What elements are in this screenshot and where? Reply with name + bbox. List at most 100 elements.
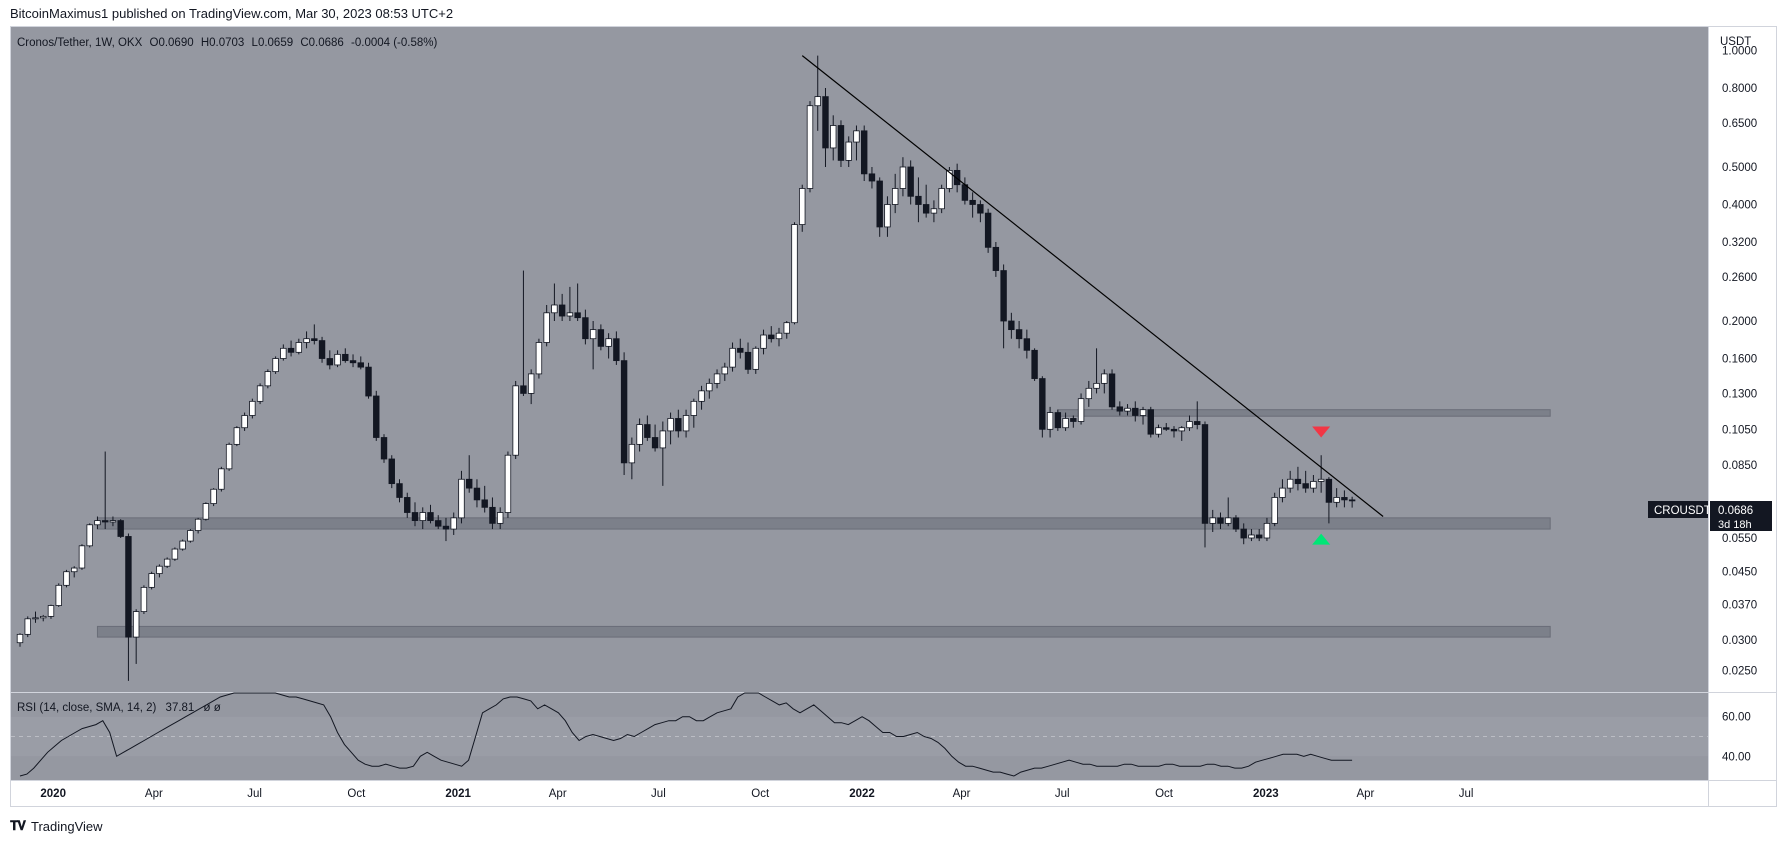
price-axis[interactable]: 1.0000 0.8000 0.6500 0.5000 0.4000 0.3200 0.26… <box>1722 45 1757 763</box>
rsi-tick-label: 60.00 <box>1722 712 1751 724</box>
candle <box>977 200 984 223</box>
rsi-tick-label: 40.00 <box>1722 751 1751 763</box>
candle-body <box>101 520 109 523</box>
candle-body <box>760 334 767 349</box>
candle <box>481 485 488 513</box>
candle-body <box>775 332 783 340</box>
candle-body <box>466 478 473 489</box>
candle <box>543 304 550 347</box>
candle-body <box>1294 478 1302 485</box>
candle <box>411 502 419 527</box>
candle-body <box>1310 481 1317 489</box>
candle <box>768 326 775 343</box>
candle-body <box>40 615 47 619</box>
svg-text:Cronos/Tether, 1W, OKX O: Cronos/Tether, 1W, OKX O0.0690 H0.0703 L… <box>17 37 437 49</box>
candle-body <box>737 347 744 353</box>
candle-body <box>1062 418 1069 429</box>
candle <box>535 338 543 379</box>
candle <box>791 222 798 325</box>
candle <box>845 136 852 167</box>
candle-body <box>109 520 117 523</box>
candle-body <box>1070 418 1077 422</box>
candle-body <box>984 212 992 248</box>
candle-body <box>1116 406 1123 412</box>
time-tick-label: 2020 <box>40 788 66 800</box>
footer-brand-text: TradingView <box>31 818 103 834</box>
candle <box>94 516 101 530</box>
candle <box>1225 497 1232 527</box>
candle-body <box>961 184 969 201</box>
candle <box>783 321 790 339</box>
candlestick-series <box>16 55 1356 681</box>
price-tick-label: 0.1600 <box>1722 354 1757 366</box>
publisher-caption: BitcoinMaximus1 published on TradingView… <box>10 6 454 21</box>
candle-body <box>1139 409 1147 416</box>
candle-body <box>311 338 318 341</box>
candle <box>303 331 310 349</box>
candle-body <box>628 443 636 464</box>
candle-body <box>295 342 303 353</box>
candle-body <box>574 312 581 319</box>
rsi-band <box>11 716 1708 757</box>
candle-body <box>620 360 628 464</box>
candle-body <box>566 312 574 317</box>
candle <box>1031 348 1038 381</box>
candle-body <box>179 540 186 550</box>
candle-body <box>1348 499 1356 502</box>
annotations <box>801 55 1384 545</box>
rsi-line <box>19 692 1353 777</box>
candle <box>558 293 566 322</box>
candle-body <box>1163 427 1170 430</box>
candle <box>272 356 279 374</box>
candle-body <box>830 125 837 149</box>
price-tick-label: 0.0250 <box>1722 666 1757 678</box>
candle-body <box>768 334 775 340</box>
candle-body <box>930 208 938 214</box>
time-axis[interactable]: 2020 Apr Jul Oct 2021 Apr Jul Oct 2022 Apr Jul Oct 2… <box>40 788 1473 800</box>
candle-body <box>117 520 124 537</box>
candle <box>512 380 519 459</box>
candle-body <box>659 430 667 449</box>
time-tick-label: Oct <box>347 788 366 800</box>
candle <box>1256 529 1263 542</box>
candle <box>799 184 806 232</box>
candle <box>225 442 233 471</box>
candle-body <box>140 586 148 612</box>
candle-body <box>1000 270 1007 322</box>
candle-body <box>1186 421 1193 429</box>
candle <box>853 125 860 161</box>
candle-body <box>907 166 914 197</box>
candle <box>644 415 651 441</box>
candle-body <box>225 443 233 470</box>
candle <box>744 342 752 374</box>
candle-body <box>171 548 179 560</box>
candle <box>969 192 976 218</box>
candle-body <box>496 512 504 524</box>
main-pane-bg <box>11 27 1708 692</box>
high-label: H <box>201 37 209 49</box>
candle <box>388 455 395 489</box>
candle <box>109 516 117 527</box>
candle <box>1163 423 1170 431</box>
change-value: -0.0004 (-0.58%) <box>351 37 437 49</box>
candle <box>946 166 953 193</box>
candle <box>357 356 364 370</box>
candle <box>1132 401 1139 422</box>
candle-body <box>1031 349 1038 379</box>
candle <box>1279 479 1286 503</box>
candle-body <box>806 105 814 189</box>
candle-body <box>1201 424 1209 524</box>
candle <box>1240 523 1247 545</box>
candle-body <box>365 366 372 397</box>
candle-body <box>822 96 829 149</box>
tradingview-logo-icon: 𝐓𝐕 <box>10 818 26 833</box>
candle <box>1170 426 1178 438</box>
candle <box>706 378 713 399</box>
candle <box>589 321 597 370</box>
candle-body <box>1101 373 1108 384</box>
candle <box>16 633 24 647</box>
candle <box>1341 490 1348 508</box>
price-tick-label: 0.0370 <box>1722 600 1757 612</box>
time-tick-label: Jul <box>1055 788 1070 800</box>
